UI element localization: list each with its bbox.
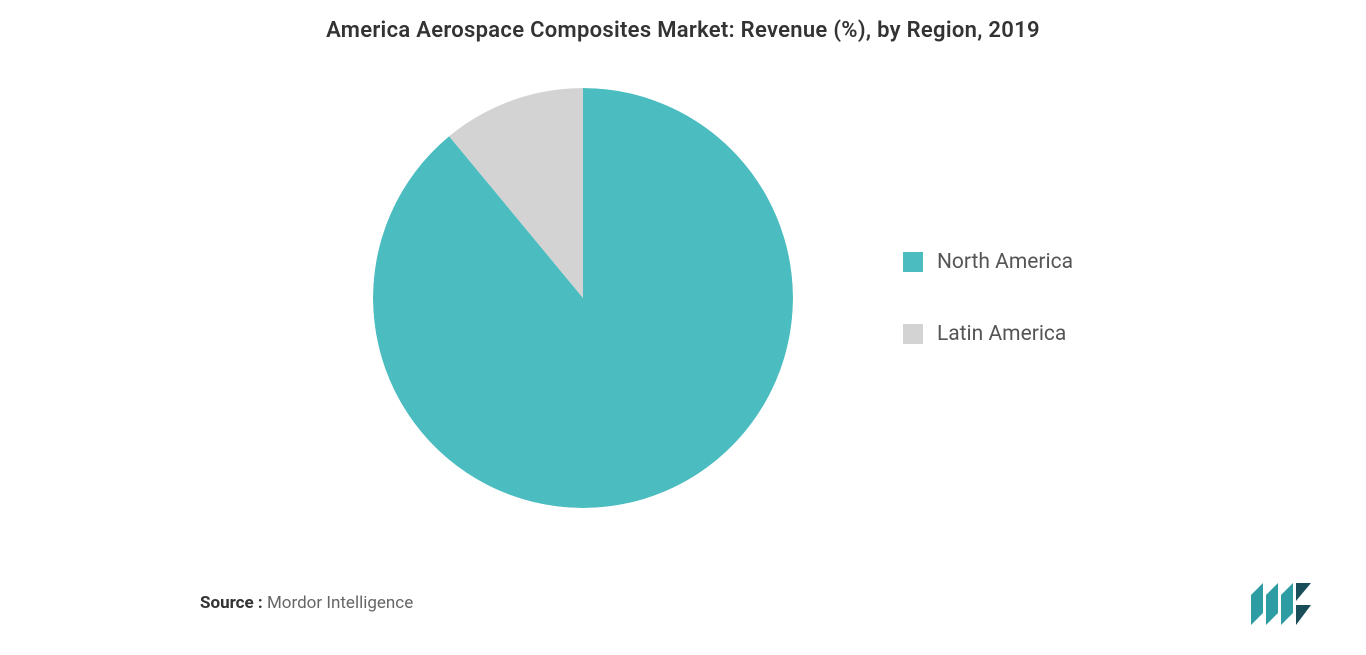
pie-chart-wrapper <box>373 88 793 508</box>
legend-swatch <box>903 252 923 272</box>
legend-swatch <box>903 324 923 344</box>
pie-chart <box>373 88 793 508</box>
source-value: Mordor Intelligence <box>267 593 413 613</box>
source-separator: : <box>254 593 267 613</box>
chart-title: America Aerospace Composites Market: Rev… <box>0 0 1366 43</box>
legend: North America Latin America <box>903 250 1073 346</box>
legend-item-north-america: North America <box>903 250 1073 274</box>
legend-item-latin-america: Latin America <box>903 322 1073 346</box>
legend-label: North America <box>937 250 1073 274</box>
source-label: Source <box>200 593 254 613</box>
source-attribution: Source : Mordor Intelligence <box>200 593 413 613</box>
mordor-logo-icon <box>1251 583 1311 625</box>
legend-label: Latin America <box>937 322 1066 346</box>
chart-container: North America Latin America <box>0 73 1366 523</box>
